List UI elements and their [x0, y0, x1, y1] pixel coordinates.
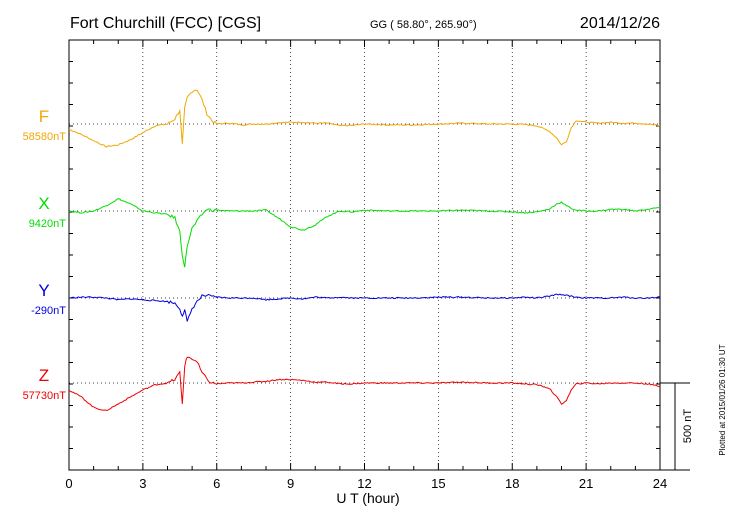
x-axis-label: U T (hour)	[336, 490, 399, 506]
chart-date: 2014/12/26	[580, 15, 660, 32]
axis-ticks	[68, 39, 661, 471]
x-tick-labels: 0 3 6 9 12 15 18 21 24	[65, 476, 667, 491]
plotted-note: Plotted at 2015/01/26 01:30 UT	[718, 344, 727, 455]
series-line-F	[68, 89, 660, 148]
series-baseline-Z: 57730nT	[23, 390, 67, 402]
series-name-X: X	[38, 194, 49, 213]
series-line-X	[68, 198, 661, 268]
chart-title: Fort Churchill (FCC) [CGS]	[70, 15, 261, 32]
series-baseline-Y: -290nT	[31, 305, 66, 317]
series-name-Z: Z	[39, 366, 49, 385]
x-tick-label-9: 9	[287, 476, 294, 491]
series-baseline-X: 9420nT	[29, 218, 67, 230]
series-labels: F 58580nT X 9420nT Y -290nT Z 57730nT	[23, 107, 67, 402]
x-tick-label-0: 0	[65, 476, 72, 491]
series-line-Y	[68, 293, 661, 322]
x-tick-label-21: 21	[579, 476, 593, 491]
scale-bar: 500 nT	[660, 382, 694, 471]
grid	[69, 40, 660, 470]
series-name-F: F	[39, 107, 49, 126]
series-baseline-F: 58580nT	[23, 131, 67, 143]
x-tick-label-15: 15	[431, 476, 445, 491]
scale-bar-label: 500 nT	[682, 409, 694, 444]
series-lines	[68, 89, 661, 411]
x-tick-label-12: 12	[357, 476, 371, 491]
x-tick-label-3: 3	[139, 476, 146, 491]
x-tick-label-24: 24	[653, 476, 667, 491]
series-name-Y: Y	[38, 281, 49, 300]
series-line-Z	[68, 356, 660, 411]
chart-subtitle: GG ( 58.80°, 265.90°)	[370, 19, 477, 31]
x-tick-label-6: 6	[213, 476, 220, 491]
x-tick-label-18: 18	[505, 476, 519, 491]
